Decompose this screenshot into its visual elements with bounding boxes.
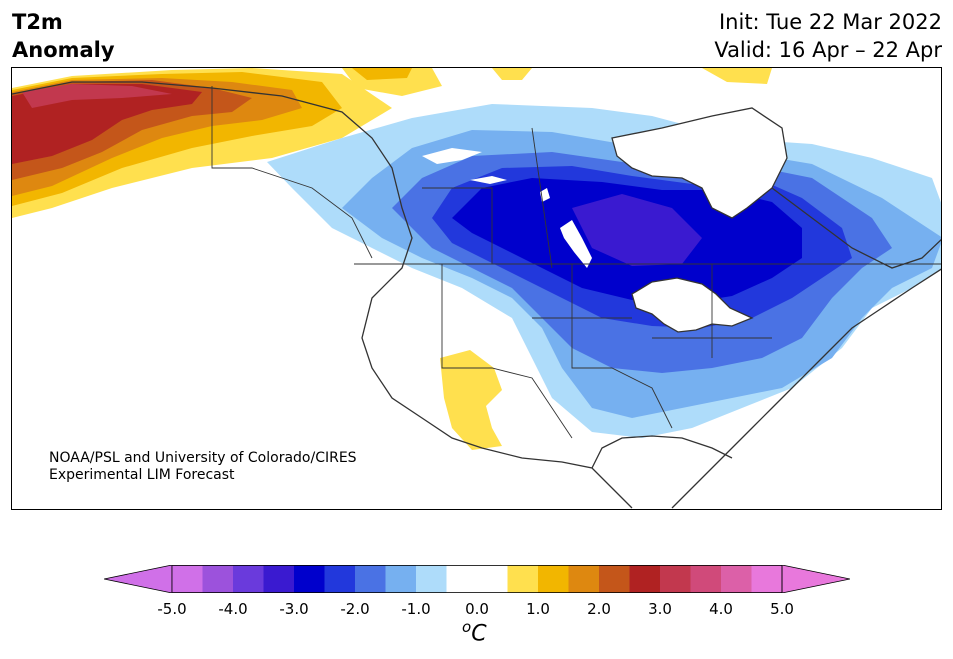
colorbar-segment (294, 565, 325, 593)
colorbar-segment (568, 565, 600, 593)
colorbar-segment (599, 565, 630, 593)
variable-title: T2m Anomaly (12, 8, 115, 64)
colorbar-tick-label: -4.0 (218, 600, 248, 618)
warm-region-arctic (702, 68, 772, 84)
warm-region-arctic (492, 68, 532, 80)
credit-line2: Experimental LIM Forecast (49, 467, 235, 483)
colorbar-segment (751, 565, 783, 593)
variable-title-line2: Anomaly (12, 38, 115, 62)
colorbar-segment (690, 565, 722, 593)
colorbar-tick-label: -3.0 (279, 600, 309, 618)
cold-region-central (572, 194, 702, 266)
colorbar-tick-label: 2.0 (587, 600, 611, 618)
lake-athabasca (422, 148, 482, 164)
variable-title-line1: T2m (12, 10, 63, 34)
colorbar-over-arrow (781, 565, 850, 593)
anomaly-map (11, 67, 942, 510)
colorbar-tick-label: 1.0 (526, 600, 550, 618)
colorbar-under-arrow (104, 565, 173, 593)
map-canvas (12, 68, 941, 509)
colorbar-segment (263, 565, 295, 593)
colorbar-segment (172, 565, 203, 593)
colorbar-segment (446, 565, 478, 593)
colorbar-tick-label: 0.0 (465, 600, 489, 618)
colorbar-segment (385, 565, 417, 593)
coastlines (12, 81, 941, 509)
warm-region-arctic (352, 68, 412, 80)
colorbar-segment (324, 565, 356, 593)
colorbar-tick-label: -2.0 (340, 600, 370, 618)
colorbar-segment (233, 565, 264, 593)
credit-text: NOAA/PSL and University of Colorado/CIRE… (49, 450, 357, 484)
colorbar-segment (538, 565, 569, 593)
colorbar-segment (660, 565, 691, 593)
warm-region-alaska (22, 84, 172, 108)
colorbar-segment (507, 565, 539, 593)
colorbar-units: oC (462, 618, 487, 646)
colorbar-tick-label: 4.0 (709, 600, 733, 618)
colorbar-tick-label: 5.0 (770, 600, 794, 618)
lake-winnipeg (560, 220, 592, 268)
colorbar-tick-label: 3.0 (648, 600, 672, 618)
hudson-bay (612, 108, 787, 218)
credit-line1: NOAA/PSL and University of Colorado/CIRE… (49, 450, 357, 466)
units-base: C (471, 621, 487, 647)
colorbar-segment (629, 565, 661, 593)
great-slave-lake (470, 176, 507, 184)
colorbar (104, 565, 850, 593)
warm-region-alaska (12, 84, 202, 164)
great-lakes (632, 278, 752, 332)
colorbar-segment (721, 565, 752, 593)
valid-range: Valid: 16 Apr – 22 Apr (714, 38, 942, 62)
colorbar-tick-label: -1.0 (401, 600, 431, 618)
colorbar-segment (477, 565, 508, 593)
colorbar-frame (171, 565, 783, 593)
units-degree-superscript: o (462, 618, 472, 636)
political-boundaries (211, 86, 941, 439)
colorbar-segment (355, 565, 386, 593)
init-date: Init: Tue 22 Mar 2022 (718, 10, 942, 34)
colorbar-segment (416, 565, 447, 593)
warm-region-southwest (440, 350, 502, 450)
colorbar-segment (202, 565, 234, 593)
forecast-dates: Init: Tue 22 Mar 2022 Valid: 16 Apr – 22… (714, 8, 942, 64)
colorbar-tick-label: -5.0 (157, 600, 187, 618)
